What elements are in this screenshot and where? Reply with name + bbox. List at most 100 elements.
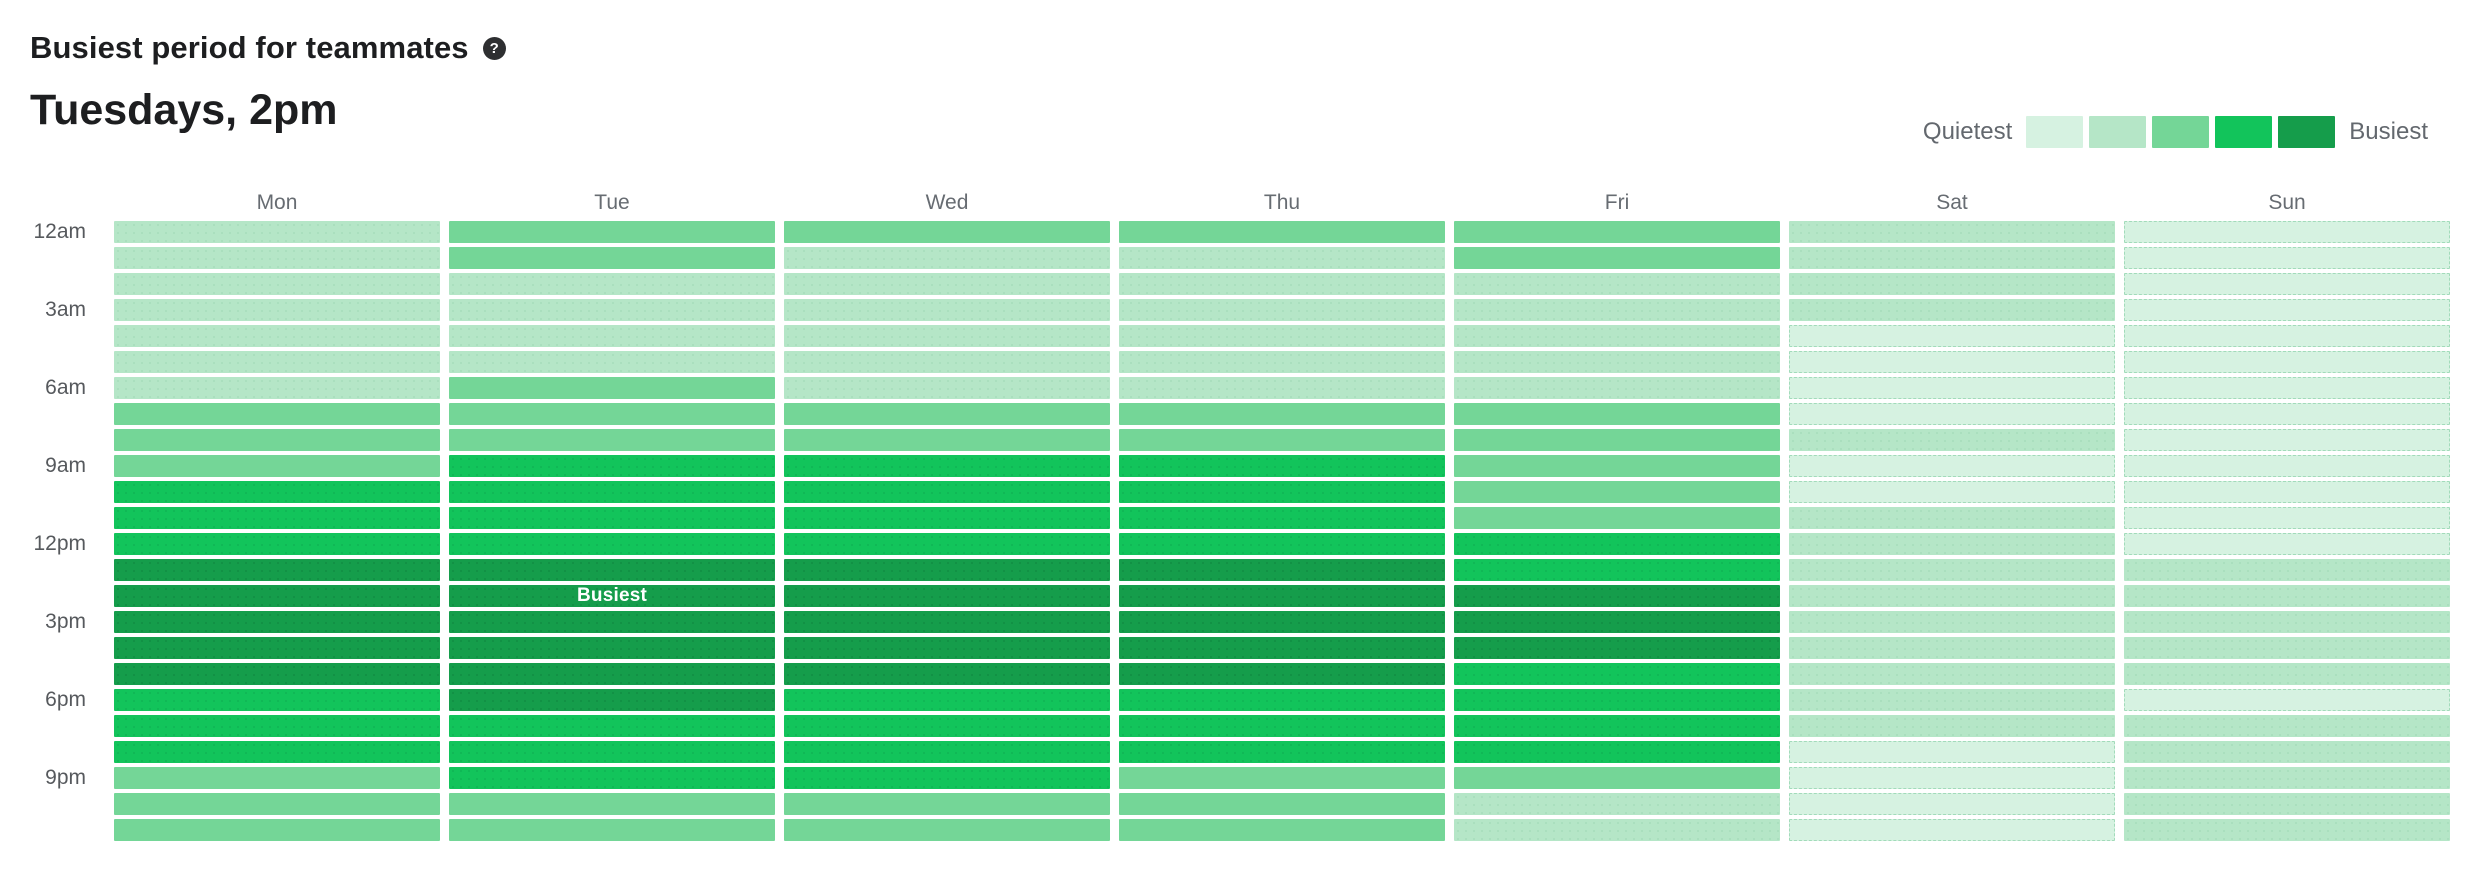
heatmap-cell-sat-11pm[interactable] [1789,819,2115,841]
heatmap-cell-wed-6pm[interactable] [784,689,1110,711]
heatmap-cell-tue-3am[interactable] [449,299,775,321]
heatmap-cell-sun-5pm[interactable] [2124,663,2450,685]
heatmap-cell-sat-6am[interactable] [1789,377,2115,399]
heatmap-cell-sat-12pm[interactable] [1789,533,2115,555]
heatmap-cell-wed-3am[interactable] [784,299,1110,321]
heatmap-cell-tue-8pm[interactable] [449,741,775,763]
heatmap-cell-sat-8pm[interactable] [1789,741,2115,763]
heatmap-cell-mon-10pm[interactable] [114,793,440,815]
heatmap-cell-fri-2am[interactable] [1454,273,1780,295]
heatmap-cell-tue-7pm[interactable] [449,715,775,737]
heatmap-cell-fri-7am[interactable] [1454,403,1780,425]
heatmap-cell-sat-1am[interactable] [1789,247,2115,269]
heatmap-cell-wed-8pm[interactable] [784,741,1110,763]
heatmap-cell-sun-3am[interactable] [2124,299,2450,321]
heatmap-cell-fri-5am[interactable] [1454,351,1780,373]
heatmap-cell-tue-1am[interactable] [449,247,775,269]
heatmap-cell-tue-4pm[interactable] [449,637,775,659]
heatmap-cell-mon-8am[interactable] [114,429,440,451]
heatmap-cell-fri-8pm[interactable] [1454,741,1780,763]
heatmap-cell-tue-5pm[interactable] [449,663,775,685]
heatmap-cell-wed-3pm[interactable] [784,611,1110,633]
heatmap-cell-wed-7pm[interactable] [784,715,1110,737]
heatmap-cell-wed-11pm[interactable] [784,819,1110,841]
heatmap-cell-fri-9am[interactable] [1454,455,1780,477]
heatmap-cell-tue-4am[interactable] [449,325,775,347]
heatmap-cell-fri-1am[interactable] [1454,247,1780,269]
heatmap-cell-thu-12am[interactable] [1119,221,1445,243]
heatmap-cell-sun-8pm[interactable] [2124,741,2450,763]
heatmap-cell-thu-1pm[interactable] [1119,559,1445,581]
heatmap-cell-sat-10am[interactable] [1789,481,2115,503]
heatmap-cell-thu-4am[interactable] [1119,325,1445,347]
heatmap-cell-wed-10pm[interactable] [784,793,1110,815]
heatmap-cell-wed-5pm[interactable] [784,663,1110,685]
heatmap-cell-fri-10am[interactable] [1454,481,1780,503]
heatmap-cell-sun-6pm[interactable] [2124,689,2450,711]
heatmap-cell-sat-4am[interactable] [1789,325,2115,347]
heatmap-cell-tue-9pm[interactable] [449,767,775,789]
heatmap-cell-thu-2pm[interactable] [1119,585,1445,607]
heatmap-cell-wed-12pm[interactable] [784,533,1110,555]
heatmap-cell-mon-3am[interactable] [114,299,440,321]
heatmap-cell-thu-8pm[interactable] [1119,741,1445,763]
heatmap-cell-sat-3pm[interactable] [1789,611,2115,633]
heatmap-cell-wed-9am[interactable] [784,455,1110,477]
heatmap-cell-thu-8am[interactable] [1119,429,1445,451]
heatmap-cell-sat-2am[interactable] [1789,273,2115,295]
heatmap-cell-fri-11pm[interactable] [1454,819,1780,841]
heatmap-cell-sun-12am[interactable] [2124,221,2450,243]
heatmap-cell-sat-11am[interactable] [1789,507,2115,529]
heatmap-cell-sun-3pm[interactable] [2124,611,2450,633]
heatmap-cell-thu-11am[interactable] [1119,507,1445,529]
heatmap-cell-fri-12pm[interactable] [1454,533,1780,555]
heatmap-cell-tue-6am[interactable] [449,377,775,399]
heatmap-cell-tue-9am[interactable] [449,455,775,477]
heatmap-cell-wed-11am[interactable] [784,507,1110,529]
heatmap-cell-fri-6am[interactable] [1454,377,1780,399]
heatmap-cell-thu-1am[interactable] [1119,247,1445,269]
heatmap-cell-mon-9am[interactable] [114,455,440,477]
heatmap-cell-mon-4am[interactable] [114,325,440,347]
heatmap-cell-wed-10am[interactable] [784,481,1110,503]
heatmap-cell-fri-7pm[interactable] [1454,715,1780,737]
heatmap-cell-fri-8am[interactable] [1454,429,1780,451]
heatmap-cell-thu-7pm[interactable] [1119,715,1445,737]
heatmap-cell-mon-9pm[interactable] [114,767,440,789]
heatmap-cell-thu-11pm[interactable] [1119,819,1445,841]
heatmap-cell-tue-10pm[interactable] [449,793,775,815]
heatmap-cell-mon-3pm[interactable] [114,611,440,633]
heatmap-cell-thu-10pm[interactable] [1119,793,1445,815]
heatmap-cell-mon-1am[interactable] [114,247,440,269]
heatmap-cell-sun-7pm[interactable] [2124,715,2450,737]
heatmap-cell-tue-2am[interactable] [449,273,775,295]
heatmap-cell-fri-12am[interactable] [1454,221,1780,243]
heatmap-cell-thu-9pm[interactable] [1119,767,1445,789]
heatmap-cell-fri-10pm[interactable] [1454,793,1780,815]
heatmap-cell-sat-8am[interactable] [1789,429,2115,451]
heatmap-cell-sun-5am[interactable] [2124,351,2450,373]
heatmap-cell-tue-12am[interactable] [449,221,775,243]
heatmap-cell-mon-6pm[interactable] [114,689,440,711]
heatmap-cell-mon-7pm[interactable] [114,715,440,737]
heatmap-cell-wed-5am[interactable] [784,351,1110,373]
heatmap-cell-wed-9pm[interactable] [784,767,1110,789]
heatmap-cell-mon-7am[interactable] [114,403,440,425]
heatmap-cell-sat-4pm[interactable] [1789,637,2115,659]
heatmap-cell-tue-7am[interactable] [449,403,775,425]
heatmap-cell-sun-11pm[interactable] [2124,819,2450,841]
heatmap-cell-sat-10pm[interactable] [1789,793,2115,815]
heatmap-cell-sat-5am[interactable] [1789,351,2115,373]
heatmap-cell-tue-2pm[interactable]: Busiest [449,585,775,607]
heatmap-cell-sun-4pm[interactable] [2124,637,2450,659]
heatmap-cell-mon-10am[interactable] [114,481,440,503]
heatmap-cell-sat-6pm[interactable] [1789,689,2115,711]
heatmap-cell-mon-2pm[interactable] [114,585,440,607]
heatmap-cell-sat-2pm[interactable] [1789,585,2115,607]
heatmap-cell-thu-6pm[interactable] [1119,689,1445,711]
heatmap-cell-sat-9am[interactable] [1789,455,2115,477]
heatmap-cell-fri-3pm[interactable] [1454,611,1780,633]
heatmap-cell-sun-1am[interactable] [2124,247,2450,269]
heatmap-cell-sun-9am[interactable] [2124,455,2450,477]
heatmap-cell-tue-5am[interactable] [449,351,775,373]
